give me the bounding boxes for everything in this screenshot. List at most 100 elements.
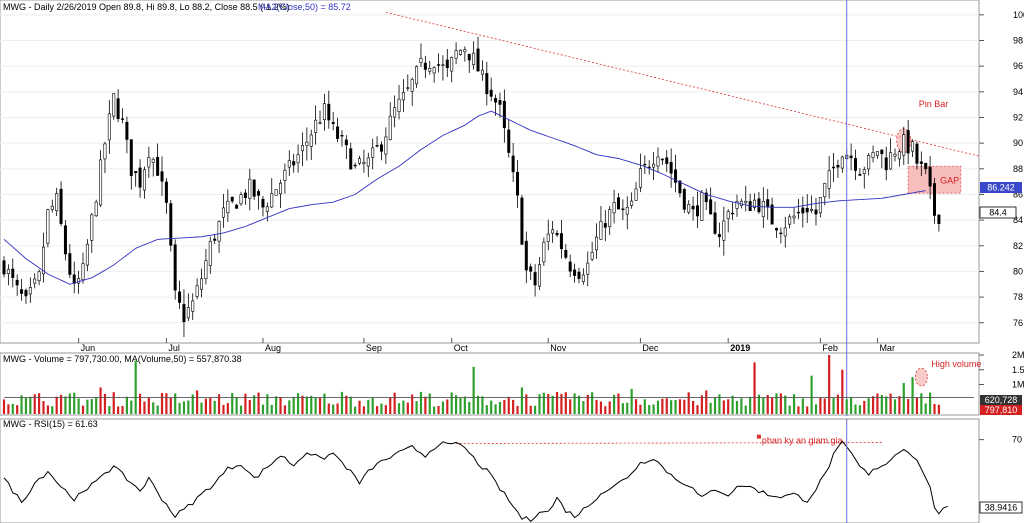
candle-body [516,171,520,196]
volume-ma-value: 620,728 [985,395,1018,405]
candle-body [524,240,528,271]
price-tick-label: 94 [1013,87,1023,97]
price-panel [0,0,980,344]
candle-body [235,204,239,209]
candle-body [401,92,405,101]
candle-body [243,192,247,198]
candle-body [445,59,449,69]
candle-body [397,98,401,112]
candle-body [581,274,585,282]
candle-body [208,240,212,266]
candle-body [134,171,138,174]
candle-body [717,234,721,238]
rsi-line [3,440,948,523]
resistance-trendline [385,11,979,157]
candle-body [270,193,274,208]
price-tick-label: 86 [1013,189,1023,199]
candle-body [28,287,32,295]
candle-body [24,290,28,297]
month-label: Jul [168,343,180,353]
candle-body [186,307,190,319]
candle-body [103,143,107,160]
candle-body [314,119,318,133]
candle-body [911,141,915,152]
candle-body [643,163,647,166]
price-tick-label: 80 [1013,266,1023,276]
candle-body [533,272,537,286]
candle-body [823,183,827,198]
month-label: Sep [366,343,382,353]
price-tick-label: 98 [1013,35,1023,45]
candle-body [107,113,111,141]
last-price: 84.4 [989,208,1007,218]
volume-ma-badge: 620,728 [980,395,1022,405]
candle-body [630,200,634,206]
rsi-tick-label: 70 [1012,435,1022,445]
candle-body [327,103,331,121]
rsi-axis: 70 [979,435,1022,445]
candle-body [832,166,836,169]
candle-body [726,211,730,219]
candle-body [81,263,85,281]
price-header: MWG - Daily 2/26/2019 Open 89.8, Hi 89.8… [3,2,290,12]
candle-body [638,168,642,188]
candle-body [379,144,383,152]
month-label: 2019 [730,343,750,353]
candle-body [476,48,480,72]
volume-tick-label: 2M [1012,350,1024,360]
candle-body [625,206,629,215]
candle-body [147,157,151,168]
candle-body [112,93,116,117]
candle-body [704,192,708,203]
candle-body [595,236,599,251]
candle-body [178,291,182,303]
candle-body [336,126,340,139]
candle-body [274,189,278,196]
candle-body [814,209,818,215]
candle-body [867,155,871,170]
month-label: Mar [879,343,895,353]
price-axis: 76 78 80 82 84 86 88 90 92 94 96 98 100 [979,10,1024,328]
candle-body [616,197,620,210]
candle-body [423,62,427,70]
candle-body [371,147,375,158]
month-label: Jun [81,343,96,353]
candle-body [880,149,884,155]
candle-body [652,163,656,168]
candle-body [862,169,866,174]
candle-body [37,271,41,282]
candle-body [713,212,717,234]
candle-body [783,227,787,237]
candle-body [647,166,651,169]
candle-body [11,268,15,278]
candle-body [731,212,735,215]
candle-body [805,208,809,213]
candle-body [744,200,748,204]
candle-body [502,100,506,129]
pin-bar-label: Pin Bar [919,99,949,109]
candle-body [656,156,660,167]
volume-last-badge: 797,810 [980,405,1022,415]
candle-body [603,223,607,228]
candle-body [897,151,901,160]
candle-body [59,188,63,224]
candle-body [358,158,362,164]
candle-body [542,241,546,263]
candle-body [849,155,853,159]
candle-body [494,98,498,103]
gap-label: GAP [940,175,959,185]
candle-body [682,189,686,210]
candle-body [827,170,831,189]
candle-body [239,194,243,205]
volume-last-value: 797,810 [985,405,1018,415]
candle-body [173,244,177,291]
candle-body [779,232,783,235]
candle-body [608,209,612,228]
candle-body [15,279,19,286]
candle-body [322,103,326,120]
month-label: Oct [454,343,469,353]
candle-body [853,158,857,171]
candle-body [520,197,524,245]
candle-body [757,198,761,213]
volume-tick-label: 1.5M [1012,365,1024,375]
